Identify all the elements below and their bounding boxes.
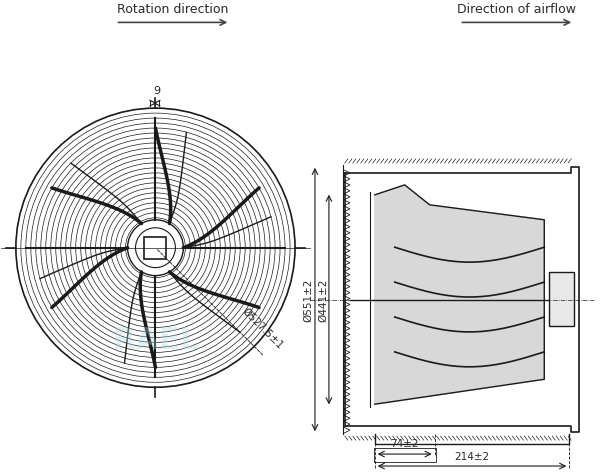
Text: Ø551±2: Ø551±2 [303,278,313,322]
Text: 9: 9 [153,86,160,96]
Bar [374,448,435,462]
Bar [144,237,166,259]
Text: RAEL: RAEL [112,325,199,354]
Polygon shape [375,186,544,405]
Bar [549,272,574,327]
Text: Ø527.5±1: Ø527.5±1 [240,306,285,350]
Text: Direction of airflow: Direction of airflow [457,3,576,16]
Text: Rotation direction: Rotation direction [117,3,228,16]
Text: 74±2: 74±2 [390,438,419,448]
Text: 214±2: 214±2 [454,451,490,461]
Text: Ø441±2: Ø441±2 [318,278,328,322]
